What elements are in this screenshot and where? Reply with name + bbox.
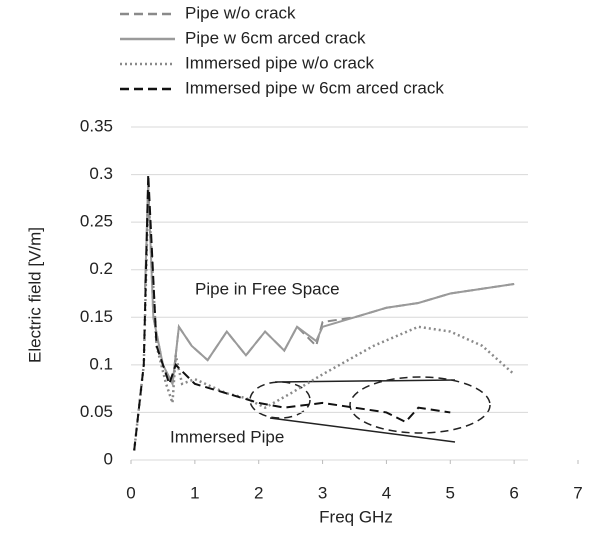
y-tick-label: 0: [104, 449, 113, 468]
y-tick-label: 0.15: [80, 307, 113, 326]
y-tick-label: 0.05: [80, 402, 113, 421]
y-tick-label: 0.25: [80, 212, 113, 231]
legend-label: Immersed pipe w 6cm arced crack: [185, 78, 444, 97]
y-tick-label: 0.1: [89, 354, 113, 373]
legend-label: Immersed pipe w/o crack: [185, 53, 374, 72]
legend-label: Pipe w 6cm arced crack: [185, 28, 366, 47]
y-tick-label: 0.35: [80, 116, 113, 135]
x-tick-label: 7: [573, 483, 582, 502]
annotation: Pipe in Free Space: [195, 279, 340, 298]
x-tick-label: 0: [126, 483, 135, 502]
series-line: [144, 184, 515, 388]
y-axis-label: Electric field [V/m]: [25, 227, 44, 363]
y-tick-label: 0.2: [89, 259, 113, 278]
y-tick-label: 0.3: [89, 164, 113, 183]
x-tick-label: 5: [446, 483, 455, 502]
x-axis-label: Freq GHz: [319, 507, 393, 526]
legend-label: Pipe w/o crack: [185, 3, 296, 22]
x-tick-label: 3: [318, 483, 327, 502]
annotation: Immersed Pipe: [170, 427, 284, 446]
x-tick-label: 6: [509, 483, 518, 502]
zoom-lines: [269, 379, 456, 443]
zoom-callout: [249, 376, 491, 434]
x-tick-label: 1: [190, 483, 199, 502]
x-tick-label: 4: [382, 483, 391, 502]
series-line: [133, 174, 451, 451]
x-tick-label: 2: [254, 483, 263, 502]
